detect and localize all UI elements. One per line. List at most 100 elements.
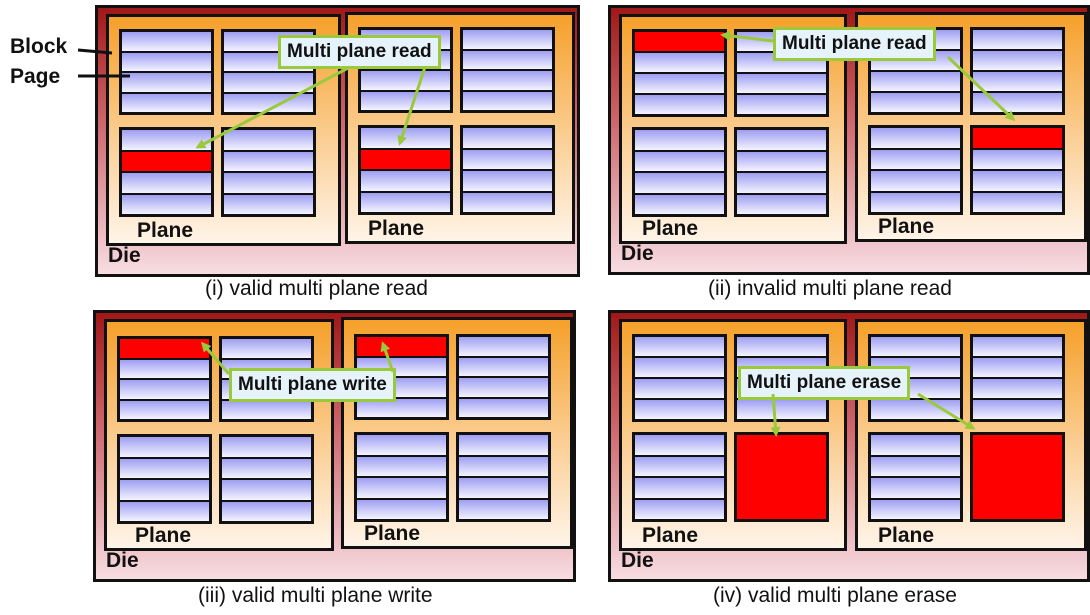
page (635, 130, 724, 150)
page (973, 377, 1062, 398)
page (737, 72, 826, 93)
page (463, 128, 552, 148)
page (222, 478, 311, 500)
plane-1: Plane (619, 319, 847, 551)
page (635, 454, 724, 476)
page (222, 339, 311, 358)
highlighted-page (361, 147, 450, 169)
block (221, 127, 316, 217)
page (635, 51, 724, 72)
panel-valid-multi-plane-read: Die Plane Plane Multi plane read (95, 5, 580, 277)
block (632, 127, 727, 217)
page (635, 171, 724, 193)
page (357, 476, 446, 498)
page (635, 93, 724, 114)
page (973, 190, 1062, 212)
block (117, 336, 212, 422)
page (463, 169, 552, 191)
page (871, 435, 960, 455)
page (871, 169, 960, 191)
block (632, 29, 727, 117)
page (463, 69, 552, 90)
caption-panel-ii: (ii) invalid multi plane read (708, 277, 952, 300)
page (635, 435, 724, 455)
highlighted-page (973, 128, 1062, 148)
page (361, 89, 450, 110)
page (635, 356, 724, 377)
page (459, 355, 548, 376)
plane-label: Plane (878, 215, 935, 238)
highlighted-page (357, 337, 446, 356)
callout-label: Multi plane read (278, 35, 441, 69)
page (973, 70, 1062, 91)
page (463, 48, 552, 69)
panel-valid-multi-plane-write: Die Plane Plane Multi plane write (93, 310, 576, 582)
page (973, 398, 1062, 419)
block (970, 27, 1065, 115)
page (122, 130, 211, 150)
die: Die Plane Plane (93, 310, 576, 582)
page (361, 69, 450, 90)
block (358, 125, 453, 215)
page (871, 398, 960, 419)
page (635, 476, 724, 498)
block (460, 125, 555, 215)
plane-1: Plane (619, 14, 847, 244)
plane-label: Plane (368, 217, 425, 240)
page (635, 72, 724, 93)
erased-block (970, 432, 1065, 522)
callout-label: Multi plane erase (738, 366, 911, 400)
page (871, 190, 960, 212)
page (737, 149, 826, 171)
page (973, 169, 1062, 191)
page (973, 356, 1062, 377)
block (219, 434, 314, 524)
page (224, 130, 313, 150)
plane-label: Plane (135, 524, 192, 547)
page (871, 497, 960, 519)
page (635, 497, 724, 519)
block (456, 432, 551, 522)
caption-panel-iii: (iii) valid multi plane write (198, 584, 433, 607)
page (120, 378, 209, 399)
page (459, 435, 548, 455)
page (973, 337, 1062, 356)
die-label: Die (621, 242, 654, 265)
panel-valid-multi-plane-erase: Die Plane Plane Multi plane erase (608, 310, 1090, 582)
caption-panel-i: (i) valid multi plane read (205, 277, 428, 300)
page (459, 396, 548, 417)
panel-invalid-multi-plane-read: Die Plane Plane Multi plane read (608, 5, 1090, 275)
page (224, 71, 313, 92)
page (361, 128, 450, 148)
highlighted-page (120, 339, 209, 358)
page (973, 91, 1062, 112)
page (222, 437, 311, 457)
block (456, 334, 551, 420)
page (120, 456, 209, 478)
die-label: Die (108, 244, 141, 267)
page (635, 149, 724, 171)
block (868, 432, 963, 522)
page (871, 70, 960, 91)
page (122, 71, 211, 92)
block (632, 334, 727, 422)
page (463, 190, 552, 212)
page (635, 337, 724, 356)
page (357, 497, 446, 519)
page (871, 337, 960, 356)
legend-page-label: Page (10, 65, 61, 88)
page (361, 190, 450, 212)
legend-block-label: Block (10, 35, 68, 58)
page (120, 499, 209, 521)
page (222, 499, 311, 521)
page (224, 149, 313, 171)
block (119, 127, 214, 217)
plane-2: Plane (855, 319, 1087, 551)
page (122, 171, 211, 193)
page (871, 147, 960, 169)
block (460, 27, 555, 113)
block (117, 434, 212, 524)
plane-label: Plane (642, 524, 699, 547)
page (737, 192, 826, 214)
page (463, 30, 552, 49)
